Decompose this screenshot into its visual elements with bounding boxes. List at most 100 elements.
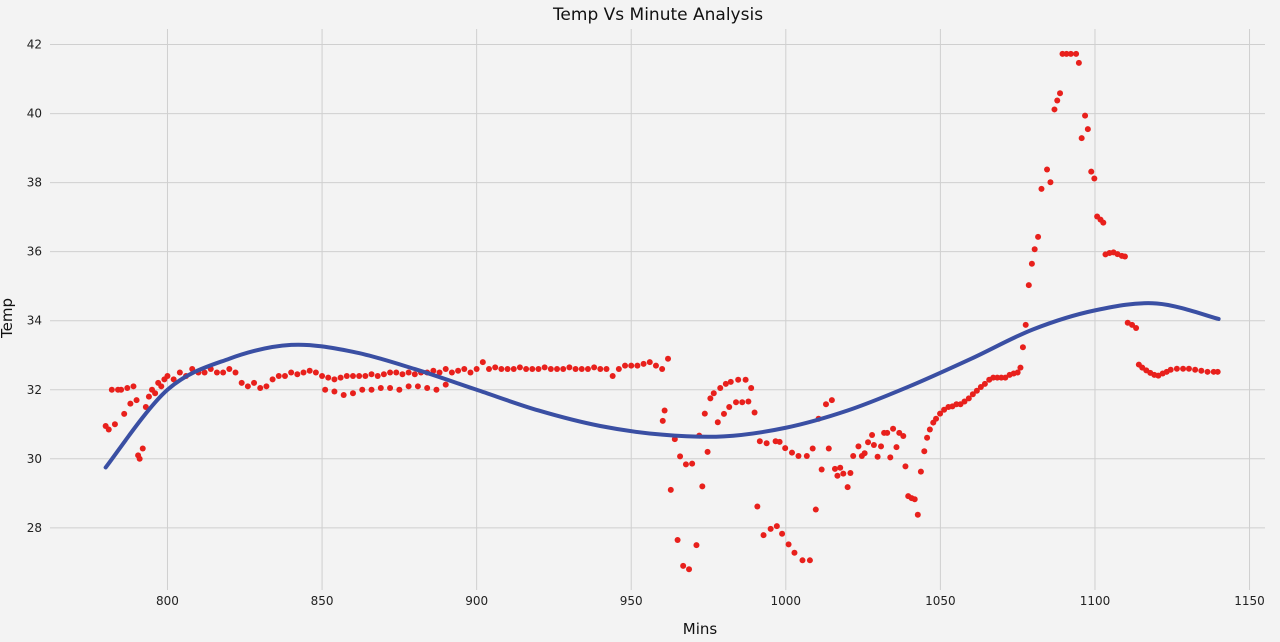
data-point [368,371,375,378]
data-point [356,372,363,379]
scatter-series [102,50,1221,573]
x-tick-label: 1100 [1080,594,1111,608]
data-point [911,496,918,503]
data-point [1198,367,1205,374]
data-point [251,379,258,386]
data-point [139,445,146,452]
y-tick-label: 32 [27,383,42,397]
data-point [584,366,591,373]
y-tick-label: 38 [27,176,42,190]
x-tick-label: 1000 [771,594,802,608]
x-axis-label: Mins [683,620,718,638]
data-point [337,374,344,381]
data-point [622,362,629,369]
data-point [926,426,933,433]
y-tick-label: 40 [27,107,42,121]
data-point [238,379,245,386]
data-point [1133,324,1140,331]
data-point [1204,368,1211,375]
data-point [825,445,832,452]
data-point [735,376,742,383]
data-point [145,393,152,400]
data-point [973,387,980,394]
data-point [232,369,239,376]
data-point [349,390,356,397]
data-point [865,439,872,446]
data-point [782,445,789,452]
data-point [767,525,774,532]
data-point [368,386,375,393]
data-point [714,419,721,426]
fit-line-series [103,301,1221,470]
data-point [111,421,118,428]
data-point [799,557,806,564]
data-point [1078,135,1085,142]
data-point [870,442,877,449]
data-point [844,484,851,491]
data-point [720,410,727,417]
data-point [674,536,681,543]
data-point [924,434,931,441]
y-tick-label: 28 [27,521,42,535]
data-point [900,433,907,440]
data-point [492,364,499,371]
data-point [414,383,421,390]
data-point [152,390,159,397]
data-point [704,448,711,455]
data-point [479,359,486,366]
data-point [661,407,668,414]
x-tick-label: 1050 [925,594,956,608]
data-point [727,378,734,385]
data-point [325,374,332,381]
data-point [652,362,659,369]
data-point [1173,365,1180,372]
data-point [349,372,356,379]
x-tick-label: 900 [465,594,488,608]
data-point [1067,50,1074,57]
data-point [269,376,276,383]
data-point [133,397,140,404]
data-point [659,417,666,424]
data-point [547,366,554,373]
data-point [164,372,171,379]
data-point [828,397,835,404]
data-point [158,383,165,390]
data-point [1167,366,1174,373]
data-point [726,404,733,411]
y-tick-label: 42 [27,38,42,52]
data-point [1035,233,1042,240]
x-tick-label: 950 [620,594,643,608]
data-point [707,395,714,402]
data-point [1025,282,1032,289]
data-point [498,366,505,373]
data-point [965,395,972,402]
data-point [628,362,635,369]
data-point [659,366,666,373]
data-point [921,448,928,455]
data-point [226,366,233,373]
data-point [1038,185,1045,192]
data-point [1028,260,1035,267]
fit-curve [103,301,1221,470]
data-point [541,364,548,371]
data-point [884,429,891,436]
data-point [682,461,689,468]
data-point [779,530,786,537]
data-point [1082,112,1089,119]
data-point [343,372,350,379]
data-point [1057,90,1064,97]
data-point [1022,321,1029,328]
data-point [430,367,437,374]
data-point [806,557,813,564]
data-point [850,453,857,460]
data-point [362,372,369,379]
data-point [263,383,270,390]
x-tick-label: 1150 [1234,594,1265,608]
data-point [535,366,542,373]
y-tick-labels: 28 30 32 34 36 38 40 42 [27,38,42,535]
data-point [1091,175,1098,182]
data-point [201,369,208,376]
data-point [773,523,780,530]
data-point [436,369,443,376]
